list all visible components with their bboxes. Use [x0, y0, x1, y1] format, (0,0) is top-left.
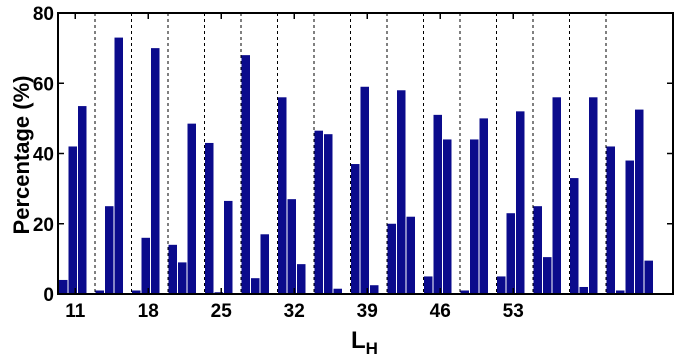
- bar: [433, 114, 442, 294]
- bar: [187, 123, 196, 294]
- bar: [370, 285, 379, 294]
- bar: [287, 199, 296, 294]
- x-axis-title: LH: [351, 327, 378, 358]
- bar: [78, 106, 87, 294]
- bar: [278, 97, 287, 294]
- bar: [543, 257, 552, 294]
- bar: [260, 234, 269, 294]
- bar: [132, 290, 141, 294]
- bar: [251, 278, 260, 294]
- x-tick-label: 11: [65, 301, 86, 322]
- group-separators: [94, 13, 607, 294]
- bar: [470, 139, 479, 294]
- bar: [241, 55, 250, 295]
- bar: [68, 146, 77, 294]
- bar: [406, 216, 415, 294]
- bar: [635, 109, 644, 294]
- bar: [570, 178, 579, 294]
- bar: [314, 130, 323, 294]
- bar: [351, 164, 360, 294]
- x-tick-label: 32: [284, 301, 305, 322]
- y-axis-title: Percentage (%): [9, 76, 34, 235]
- bar: [644, 260, 653, 294]
- y-tick-label: 80: [33, 4, 54, 25]
- bar: [497, 276, 506, 294]
- y-tick-labels: 0 20 40 60 80: [33, 4, 54, 306]
- bar: [397, 90, 406, 294]
- bar: [387, 223, 396, 294]
- bar: [552, 97, 561, 294]
- bar: [516, 111, 525, 294]
- y-tick-label: 40: [33, 145, 54, 166]
- bar: [443, 139, 452, 294]
- x-axis-title-main: L: [351, 327, 366, 354]
- x-tick-label: 53: [503, 301, 524, 322]
- x-tick-label: 18: [138, 301, 159, 322]
- x-axis-title-subscript: H: [366, 339, 378, 358]
- x-tick-label: 25: [211, 301, 233, 322]
- bar: [95, 290, 104, 294]
- bar: [506, 213, 515, 294]
- bar: [606, 146, 615, 294]
- bar: [114, 37, 123, 295]
- bar: [59, 279, 68, 294]
- bar: [168, 244, 177, 294]
- y-tick-label: 20: [33, 215, 54, 236]
- y-tick-label: 0: [43, 285, 54, 306]
- bar: [333, 288, 342, 294]
- bar: [460, 290, 469, 294]
- bar: [324, 134, 333, 294]
- bar: [151, 48, 160, 295]
- bar: [589, 97, 598, 294]
- x-tick-label: 39: [357, 301, 378, 322]
- bar: [224, 200, 233, 294]
- axes: [57, 12, 674, 295]
- bar: [360, 86, 369, 294]
- bar: [205, 142, 214, 294]
- bar: [579, 286, 588, 294]
- x-tick-labels: 11 18 25 32 39 46 53: [65, 301, 524, 322]
- bar: [625, 160, 634, 294]
- bar: [533, 206, 542, 294]
- bar: [297, 264, 306, 294]
- bar: [616, 290, 625, 294]
- bars-layer: [59, 37, 653, 295]
- bar: [178, 262, 187, 294]
- y-tick-label: 60: [33, 74, 54, 95]
- bar: [105, 206, 114, 294]
- bar: [424, 276, 433, 294]
- bar: [141, 237, 150, 294]
- x-tick-label: 46: [430, 301, 451, 322]
- bar: [479, 118, 488, 295]
